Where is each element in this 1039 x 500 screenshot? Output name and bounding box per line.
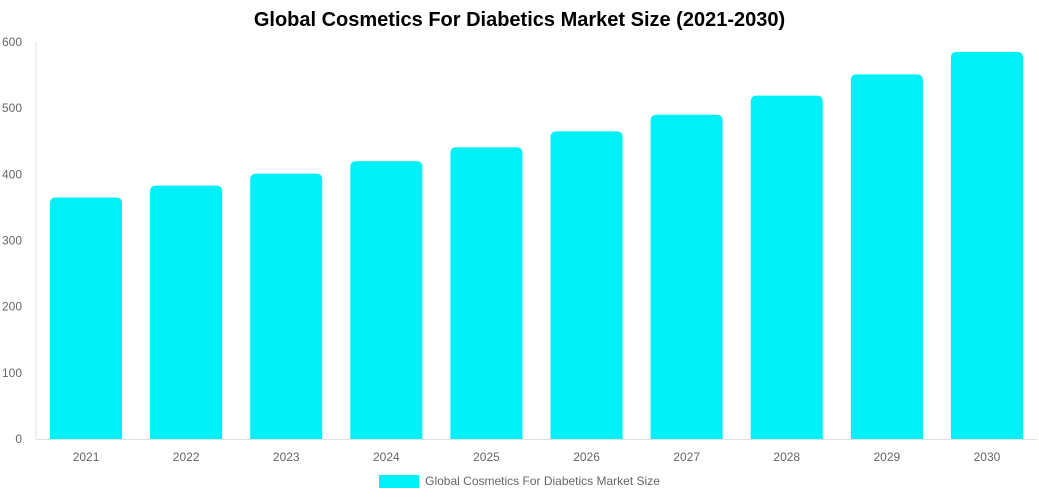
- x-tick-label: 2028: [773, 450, 800, 464]
- axes: [35, 42, 1037, 440]
- bar-2029[interactable]: [850, 74, 923, 440]
- y-tick-label: 500: [2, 101, 22, 115]
- y-axis-ticks: 0 100 200 300 400 500 600: [2, 35, 22, 446]
- bar-2028[interactable]: [750, 95, 823, 439]
- bars: [50, 51, 1023, 440]
- x-tick-label: 2030: [974, 450, 1001, 464]
- legend-label: Global Cosmetics For Diabetics Market Si…: [425, 474, 660, 488]
- bar-2021[interactable]: [50, 197, 123, 439]
- x-tick-label: 2025: [473, 450, 500, 464]
- x-tick-label: 2027: [673, 450, 700, 464]
- bar-2030[interactable]: [950, 51, 1023, 440]
- bar-2027[interactable]: [650, 114, 723, 440]
- x-axis-ticks: 2021 2022 2023 2024 2025 2026 2027 2028 2029 2030: [73, 450, 1001, 464]
- chart-title: Global Cosmetics For Diabetics Market Si…: [253, 9, 786, 31]
- x-tick-label: 2024: [373, 450, 400, 464]
- y-tick-label: 300: [2, 234, 22, 248]
- bar-2024[interactable]: [350, 161, 423, 439]
- bar-2023[interactable]: [250, 173, 323, 439]
- y-tick-label: 100: [2, 366, 22, 380]
- y-tick-label: 600: [2, 35, 22, 49]
- bar-2026[interactable]: [550, 131, 623, 439]
- x-tick-label: 2029: [873, 450, 900, 464]
- x-tick-label: 2022: [173, 450, 200, 464]
- legend-swatch: [379, 474, 420, 488]
- y-tick-label: 400: [2, 167, 22, 181]
- y-tick-label: 0: [15, 432, 22, 446]
- bar-2022[interactable]: [150, 185, 223, 439]
- x-tick-label: 2021: [73, 450, 100, 464]
- bar-chart: 0 100 200 300 400 500 600 2021 2022 2023 2024 2025…: [2, 35, 1037, 464]
- bar-2025[interactable]: [450, 147, 523, 439]
- y-tick-label: 200: [2, 300, 22, 314]
- legend[interactable]: Global Cosmetics For Diabetics Market Si…: [0, 474, 1039, 488]
- x-tick-label: 2026: [573, 450, 600, 464]
- x-tick-label: 2023: [273, 450, 300, 464]
